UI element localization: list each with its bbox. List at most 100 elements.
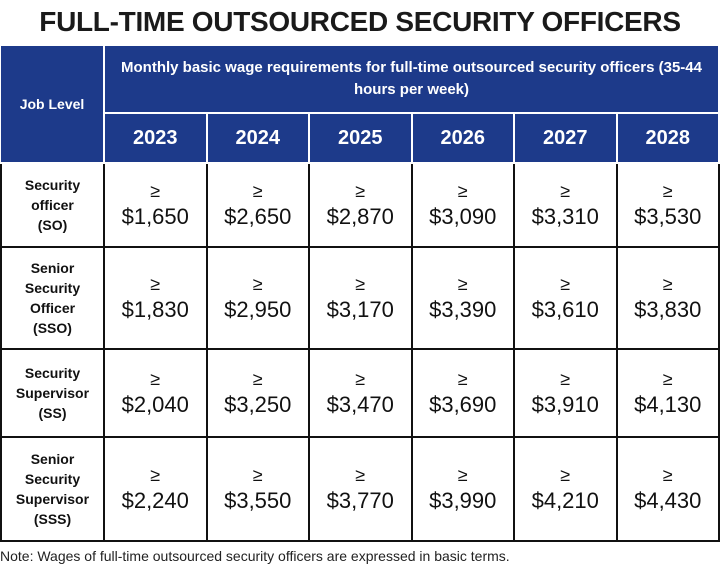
- job-level-line: Security: [24, 365, 81, 381]
- wage-cell: ≥ $2,040: [103, 348, 208, 438]
- wage-amount: $3,990: [429, 488, 497, 513]
- wage-amount: $3,470: [326, 392, 394, 417]
- wage-amount: $4,210: [531, 488, 599, 513]
- wage-amount: $1,650: [121, 204, 189, 229]
- wage-symbol: ≥: [662, 274, 673, 294]
- job-level-line: Senior: [30, 451, 75, 467]
- wage-amount: $3,090: [429, 204, 497, 229]
- wage-cell: ≥ $1,830: [103, 246, 208, 350]
- year-header: 2025: [308, 112, 413, 164]
- job-level-line: Security: [24, 177, 81, 193]
- wage-symbol: ≥: [150, 181, 161, 201]
- wage-symbol: ≥: [252, 274, 263, 294]
- year-header: 2024: [205, 112, 310, 164]
- wage-symbol: ≥: [355, 465, 366, 485]
- group-header: Monthly basic wage requirements for full…: [103, 44, 720, 114]
- wage-symbol: ≥: [252, 181, 263, 201]
- wage-symbol: ≥: [457, 465, 468, 485]
- wage-symbol: ≥: [662, 465, 673, 485]
- wage-symbol: ≥: [560, 465, 571, 485]
- wage-cell: ≥ $3,310: [513, 162, 618, 248]
- wage-amount: $2,240: [121, 488, 189, 513]
- wage-amount: $3,390: [429, 297, 497, 322]
- wage-table: Job Level Monthly basic wage requirement…: [0, 44, 720, 542]
- job-level: Senior Security Officer (SSO): [0, 246, 105, 350]
- wage-cell: ≥ $3,250: [205, 348, 310, 438]
- wage-amount: $3,770: [326, 488, 394, 513]
- wage-cell: ≥ $3,910: [513, 348, 618, 438]
- wage-symbol: ≥: [560, 274, 571, 294]
- table-body: Security officer (SO) ≥ $1,650 ≥ $2,650 ≥ $2,870…: [0, 162, 720, 542]
- job-level-line: Senior: [30, 260, 75, 276]
- wage-amount: $3,690: [429, 392, 497, 417]
- wage-symbol: ≥: [662, 369, 673, 389]
- wage-symbol: ≥: [457, 369, 468, 389]
- job-level: Senior Security Supervisor (SSS): [0, 436, 105, 542]
- wage-cell: ≥ $2,650: [205, 162, 310, 248]
- header-row: Job Level Monthly basic wage requirement…: [1, 44, 720, 164]
- wage-cell: ≥ $3,470: [308, 348, 413, 438]
- wage-amount: $3,910: [531, 392, 599, 417]
- wage-amount: $3,310: [531, 204, 599, 229]
- wage-amount: $3,610: [531, 297, 599, 322]
- wage-symbol: ≥: [252, 369, 263, 389]
- year-header: 2027: [513, 112, 618, 164]
- wage-symbol: ≥: [355, 181, 366, 201]
- title: FULL-TIME OUTSOURCED SECURITY OFFICERS: [39, 6, 681, 37]
- wage-cell: ≥ $3,830: [615, 246, 720, 350]
- wage-cell: ≥ $4,130: [615, 348, 720, 438]
- job-level: Security Supervisor (SS): [0, 348, 105, 438]
- job-level-line: Security: [24, 471, 81, 487]
- wage-symbol: ≥: [252, 465, 263, 485]
- wage-cell: ≥ $2,240: [103, 436, 208, 542]
- job-level-line: (SSO): [33, 320, 72, 336]
- wage-cell: ≥ $3,170: [308, 246, 413, 350]
- job-level-line: Supervisor: [15, 385, 90, 401]
- wage-amount: $2,870: [326, 204, 394, 229]
- wage-cell: ≥ $3,390: [410, 246, 515, 350]
- year-header: 2023: [103, 112, 208, 164]
- wage-amount: $3,250: [224, 392, 292, 417]
- wage-cell: ≥ $4,430: [615, 436, 720, 542]
- wage-cell: ≥ $3,090: [410, 162, 515, 248]
- corner-header: Job Level: [1, 44, 105, 164]
- job-level-line: (SO): [37, 217, 68, 233]
- wage-symbol: ≥: [150, 465, 161, 485]
- wage-amount: $3,550: [224, 488, 292, 513]
- wage-amount: $2,950: [224, 297, 292, 322]
- job-level-line: Security: [24, 280, 81, 296]
- wage-symbol: ≥: [355, 274, 366, 294]
- job-level-line: officer: [31, 197, 74, 213]
- wage-amount: $1,830: [121, 297, 189, 322]
- wage-amount: $4,130: [634, 392, 702, 417]
- job-level-line: Officer: [29, 300, 76, 316]
- wage-cell: ≥ $3,530: [615, 162, 720, 248]
- year-row: 2023 2024 2025 2026 2027 2028: [1, 112, 720, 164]
- job-level-line: (SSS): [33, 511, 72, 527]
- table-row: Security Supervisor (SS) ≥ $2,040 ≥ $3,250 ≥ $3,…: [0, 348, 720, 438]
- wage-symbol: ≥: [457, 181, 468, 201]
- wage-symbol: ≥: [560, 181, 571, 201]
- wage-cell: ≥ $3,990: [410, 436, 515, 542]
- wage-symbol: ≥: [150, 369, 161, 389]
- wage-amount: $2,650: [224, 204, 292, 229]
- note: Note: Wages of full-time outsourced secu…: [0, 548, 510, 564]
- wage-symbol: ≥: [150, 274, 161, 294]
- wage-cell: ≥ $2,950: [205, 246, 310, 350]
- wage-symbol: ≥: [662, 181, 673, 201]
- wage-symbol: ≥: [355, 369, 366, 389]
- wage-symbol: ≥: [457, 274, 468, 294]
- wage-symbol: ≥: [560, 369, 571, 389]
- table-row: Senior Security Supervisor (SSS) ≥ $2,240 ≥ $3,…: [0, 436, 720, 542]
- year-header: 2026: [410, 112, 515, 164]
- wage-cell: ≥ $3,770: [308, 436, 413, 542]
- wage-amount: $2,040: [121, 392, 189, 417]
- wage-amount: $3,830: [634, 297, 702, 322]
- wage-cell: ≥ $1,650: [103, 162, 208, 248]
- year-header: 2028: [615, 112, 720, 164]
- wage-cell: ≥ $4,210: [513, 436, 618, 542]
- table-row: Security officer (SO) ≥ $1,650 ≥ $2,650 ≥ $2,870…: [0, 162, 720, 248]
- wage-amount: $4,430: [634, 488, 702, 513]
- wage-cell: ≥ $3,550: [205, 436, 310, 542]
